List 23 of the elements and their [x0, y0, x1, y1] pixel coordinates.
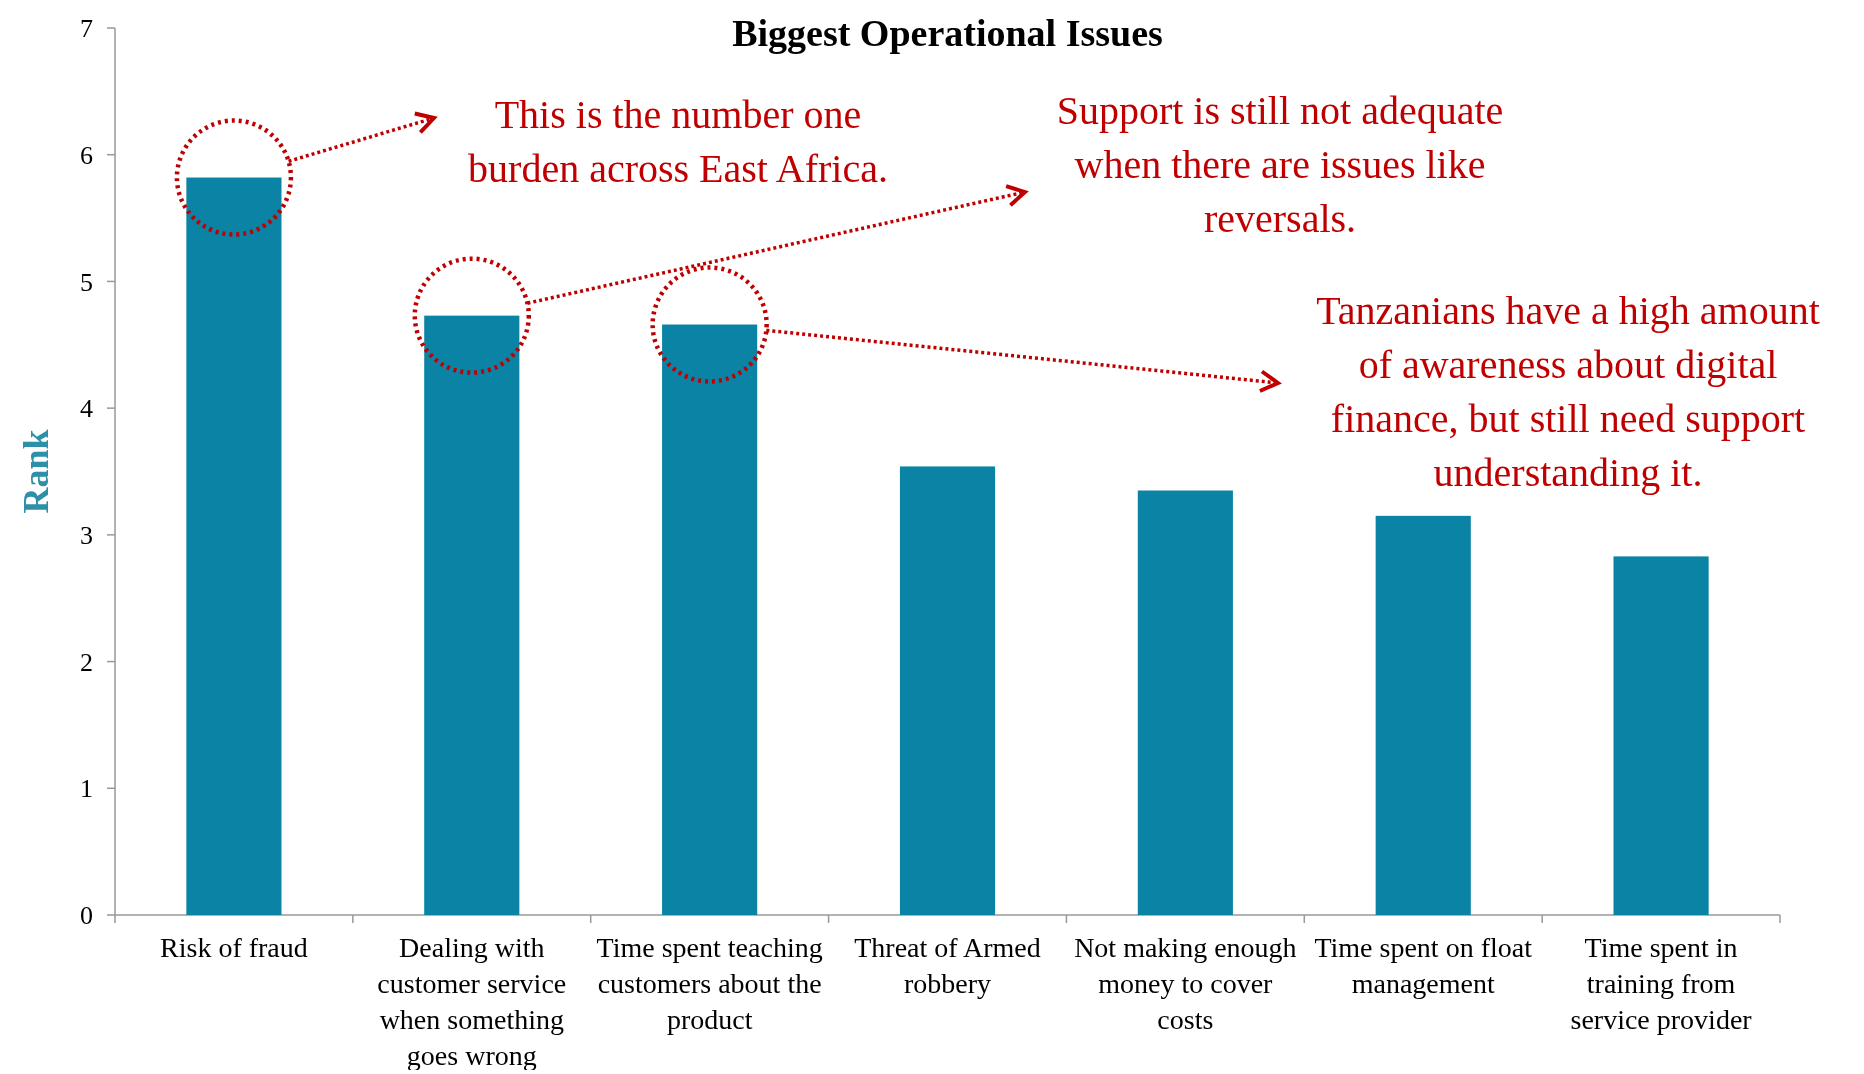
bar: [1137, 490, 1233, 915]
y-axis-title: Rank: [16, 429, 56, 514]
annotation: This is the number one burden across East Africa.: [468, 92, 888, 191]
annotation: Support is still not adequate when there are issues like reversals.: [1056, 88, 1504, 241]
x-tick-label: Not making enough money to cover costs: [1074, 932, 1297, 1035]
y-tick-label: 0: [80, 901, 93, 931]
y-tick-label: 3: [80, 520, 93, 550]
x-tick-label: Risk of fraud: [160, 932, 308, 963]
y-tick-label: 2: [80, 647, 93, 677]
x-tick-label: Time spent teaching customers about the product: [596, 932, 823, 1035]
bar: [1375, 515, 1471, 915]
y-tick-label: 6: [80, 140, 93, 170]
x-tick-label: Time spent in training from service provider: [1570, 932, 1753, 1035]
y-tick-label: 4: [80, 394, 93, 424]
y-tick-label: 5: [80, 267, 93, 297]
chart-title: Biggest Operational Issues: [732, 12, 1163, 54]
x-tick-label: Time spent on float management: [1314, 932, 1533, 999]
y-tick-label: 1: [80, 774, 93, 804]
annotation: Tanzanians have a high amount of awareness about digital finance, but still need support understanding it.: [1316, 288, 1820, 495]
y-tick-label: 7: [80, 14, 93, 44]
bar: [1613, 556, 1709, 915]
bar: [899, 466, 996, 915]
x-tick-label: Threat of Armed robbery: [854, 932, 1041, 999]
